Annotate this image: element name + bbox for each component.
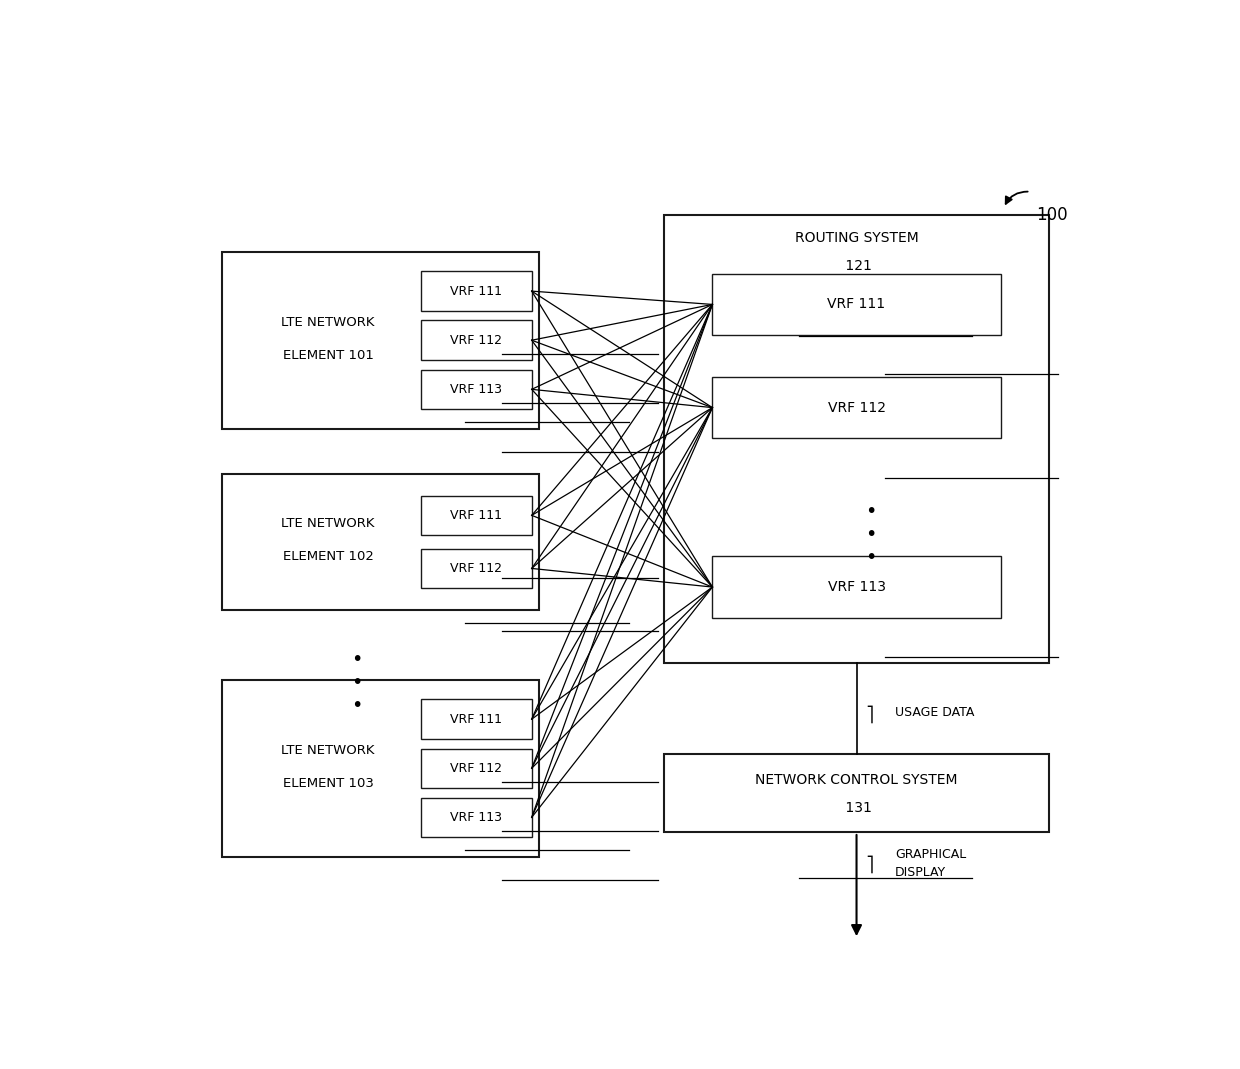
Bar <box>712 274 1001 336</box>
Bar <box>422 699 532 739</box>
Text: •: • <box>351 696 362 715</box>
Text: VRF 112: VRF 112 <box>827 401 885 415</box>
Text: ROUTING SYSTEM: ROUTING SYSTEM <box>795 231 919 245</box>
Bar <box>422 370 532 409</box>
Text: VRF 112: VRF 112 <box>450 334 502 346</box>
Bar <box>665 215 1049 663</box>
Text: VRF 113: VRF 113 <box>450 811 502 824</box>
Text: VRF 111: VRF 111 <box>450 284 502 297</box>
Text: •: • <box>866 547 877 567</box>
Text: ELEMENT 103: ELEMENT 103 <box>283 776 373 790</box>
Bar <box>712 556 1001 618</box>
Bar <box>422 748 532 788</box>
Text: NETWORK CONTROL SYSTEM: NETWORK CONTROL SYSTEM <box>755 773 957 787</box>
Bar <box>222 252 539 429</box>
Bar <box>422 548 532 588</box>
Text: •: • <box>351 672 362 692</box>
Text: USAGE DATA: USAGE DATA <box>895 707 975 719</box>
Bar <box>712 376 1001 438</box>
Bar <box>222 680 539 856</box>
Text: 131: 131 <box>841 801 872 815</box>
Text: ⎣: ⎣ <box>864 854 872 872</box>
Text: VRF 113: VRF 113 <box>450 383 502 396</box>
Text: ELEMENT 101: ELEMENT 101 <box>283 348 373 361</box>
Bar <box>665 754 1049 832</box>
Text: VRF 111: VRF 111 <box>450 713 502 726</box>
Text: •: • <box>351 650 362 669</box>
Text: 121: 121 <box>841 259 872 273</box>
Text: VRF 111: VRF 111 <box>450 509 502 522</box>
Text: ⎣: ⎣ <box>864 703 872 722</box>
Text: LTE NETWORK: LTE NETWORK <box>281 315 374 328</box>
Text: VRF 111: VRF 111 <box>827 297 885 311</box>
Bar <box>422 496 532 536</box>
Text: GRAPHICAL
DISPLAY: GRAPHICAL DISPLAY <box>895 848 966 879</box>
Bar <box>422 797 532 837</box>
Text: LTE NETWORK: LTE NETWORK <box>281 517 374 530</box>
Text: •: • <box>866 525 877 543</box>
Text: 100: 100 <box>1037 205 1068 223</box>
Bar <box>422 272 532 311</box>
Text: VRF 112: VRF 112 <box>450 562 502 575</box>
Bar <box>222 474 539 609</box>
Text: •: • <box>866 501 877 521</box>
Bar <box>422 321 532 360</box>
Text: VRF 113: VRF 113 <box>827 580 885 594</box>
Text: LTE NETWORK: LTE NETWORK <box>281 744 374 757</box>
Text: ELEMENT 102: ELEMENT 102 <box>283 551 373 563</box>
Text: VRF 112: VRF 112 <box>450 762 502 775</box>
